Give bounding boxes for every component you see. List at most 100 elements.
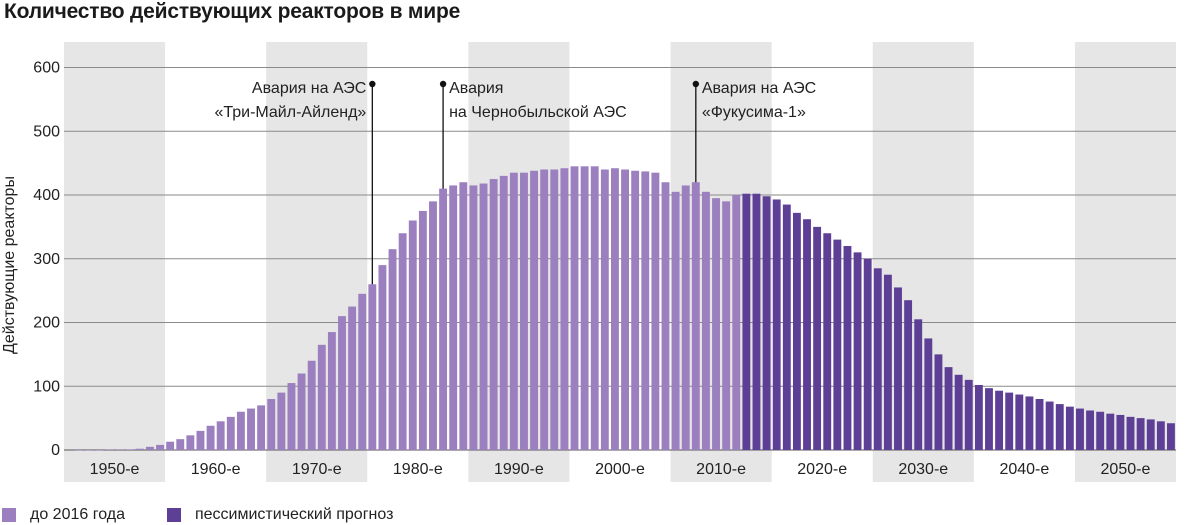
bar-forecast [772,199,781,450]
x-tick-label: 2040-е [999,461,1049,478]
bar-forecast [813,226,822,450]
decade-band [64,42,166,482]
bar-forecast [1005,392,1014,450]
bar-forecast [742,193,751,450]
annotation-label: Авария на АЭС [252,80,366,97]
bar-historical [186,435,195,450]
bar-historical [611,168,619,450]
annotation-label: Авария [449,80,503,97]
legend-label-forecast: пессимистический прогноз [194,506,394,523]
bar-historical [489,179,498,450]
x-tick-label: 1970-е [292,461,342,478]
y-axis-title: Действующие реакторы [1,176,18,354]
bar-historical [135,448,144,450]
bar-historical [560,168,569,450]
bar-forecast [1025,396,1034,450]
bar-forecast [752,193,761,450]
bar-forecast [1167,423,1175,450]
annotation-dot [369,80,376,88]
bar-historical [712,198,720,450]
bar-forecast [1116,414,1125,450]
bar-historical [115,449,124,450]
bar-historical [307,360,316,450]
bar-forecast [894,287,902,450]
gridlines [64,67,1176,451]
bar-historical [621,169,629,450]
bar-historical [408,220,417,450]
y-tick-label: 100 [33,378,60,395]
bar-historical [550,169,559,450]
bar-historical [661,182,670,450]
bar-historical [166,441,175,450]
bar-forecast [853,252,862,450]
bar-historical [145,446,154,450]
bar-forecast [1045,401,1054,450]
bar-forecast [1065,406,1074,450]
bar-historical [499,175,508,450]
annotation-dot [692,80,700,88]
annotation-label: «Фукусима-1» [702,104,806,121]
bar-forecast [995,390,1004,450]
bar-forecast [1076,408,1084,450]
bar-historical [348,306,357,450]
y-tick-label: 200 [33,315,60,332]
bar-forecast [1096,411,1105,450]
bar-historical [398,233,407,450]
bar-historical [125,449,134,450]
bar-forecast [944,367,953,450]
bar-forecast [904,300,913,450]
bar-historical [216,421,225,450]
bar-historical [459,182,468,450]
bar-historical [156,444,164,450]
legend-label-historical: до 2016 года [30,506,125,523]
chart-area: Авария на АЭС «Три-Майл-Айленд» Авария на Ч… [1,42,1176,482]
bar-forecast [1146,419,1155,450]
bar-forecast [863,258,872,450]
bar-forecast [964,379,973,450]
bar-forecast [974,384,983,450]
bar-historical [722,201,731,450]
bar-forecast [914,319,923,450]
bar-historical [378,265,387,450]
bar-historical [520,172,528,450]
y-tick-label: 300 [33,251,60,268]
bar-forecast [1086,410,1095,450]
bar-historical [701,191,710,450]
bar-forecast [1106,413,1115,450]
bar-historical [671,191,680,450]
bar-historical [732,195,741,450]
x-tick-label: 2010-е [696,461,746,478]
bar-historical [247,408,255,450]
bar-forecast [782,204,791,450]
bar-historical [317,344,326,450]
bar-historical [479,183,488,450]
bar-forecast [833,239,842,450]
bar-forecast [924,338,933,450]
bar-historical [85,450,94,451]
annotation-dot [439,80,447,88]
annotations: Авария на АЭС «Три-Майл-Айленд» Авария на Ч… [214,80,816,285]
bar-historical [439,188,448,450]
bar-forecast [1015,394,1024,450]
bar-historical [570,166,579,450]
legend-swatch-forecast [166,508,181,522]
bar-historical [358,293,367,450]
bar-historical [236,411,245,450]
bar-historical [530,170,539,450]
annotation-label: на Чернобыльской АЭС [449,104,627,121]
x-tick-label: 1960-е [191,461,241,478]
bar-historical [277,392,286,450]
x-axis: 1950-е 1960-е 1970-е 1980-е 1990-е 2000-е 2010… [90,461,1151,478]
bar-forecast [934,354,943,450]
x-tick-label: 2030-е [898,461,948,478]
x-tick-label: 1990-е [494,461,544,478]
bar-historical [75,450,84,451]
legend-item-historical: до 2016 года [0,506,125,524]
bar-forecast [843,246,852,450]
bar-historical [429,201,437,450]
bar-forecast [985,388,993,450]
y-tick-label: 0 [51,442,60,459]
bar-forecast [1126,416,1135,450]
bar-historical [257,405,266,450]
annotation-label: «Три-Майл-Айленд» [214,104,366,121]
